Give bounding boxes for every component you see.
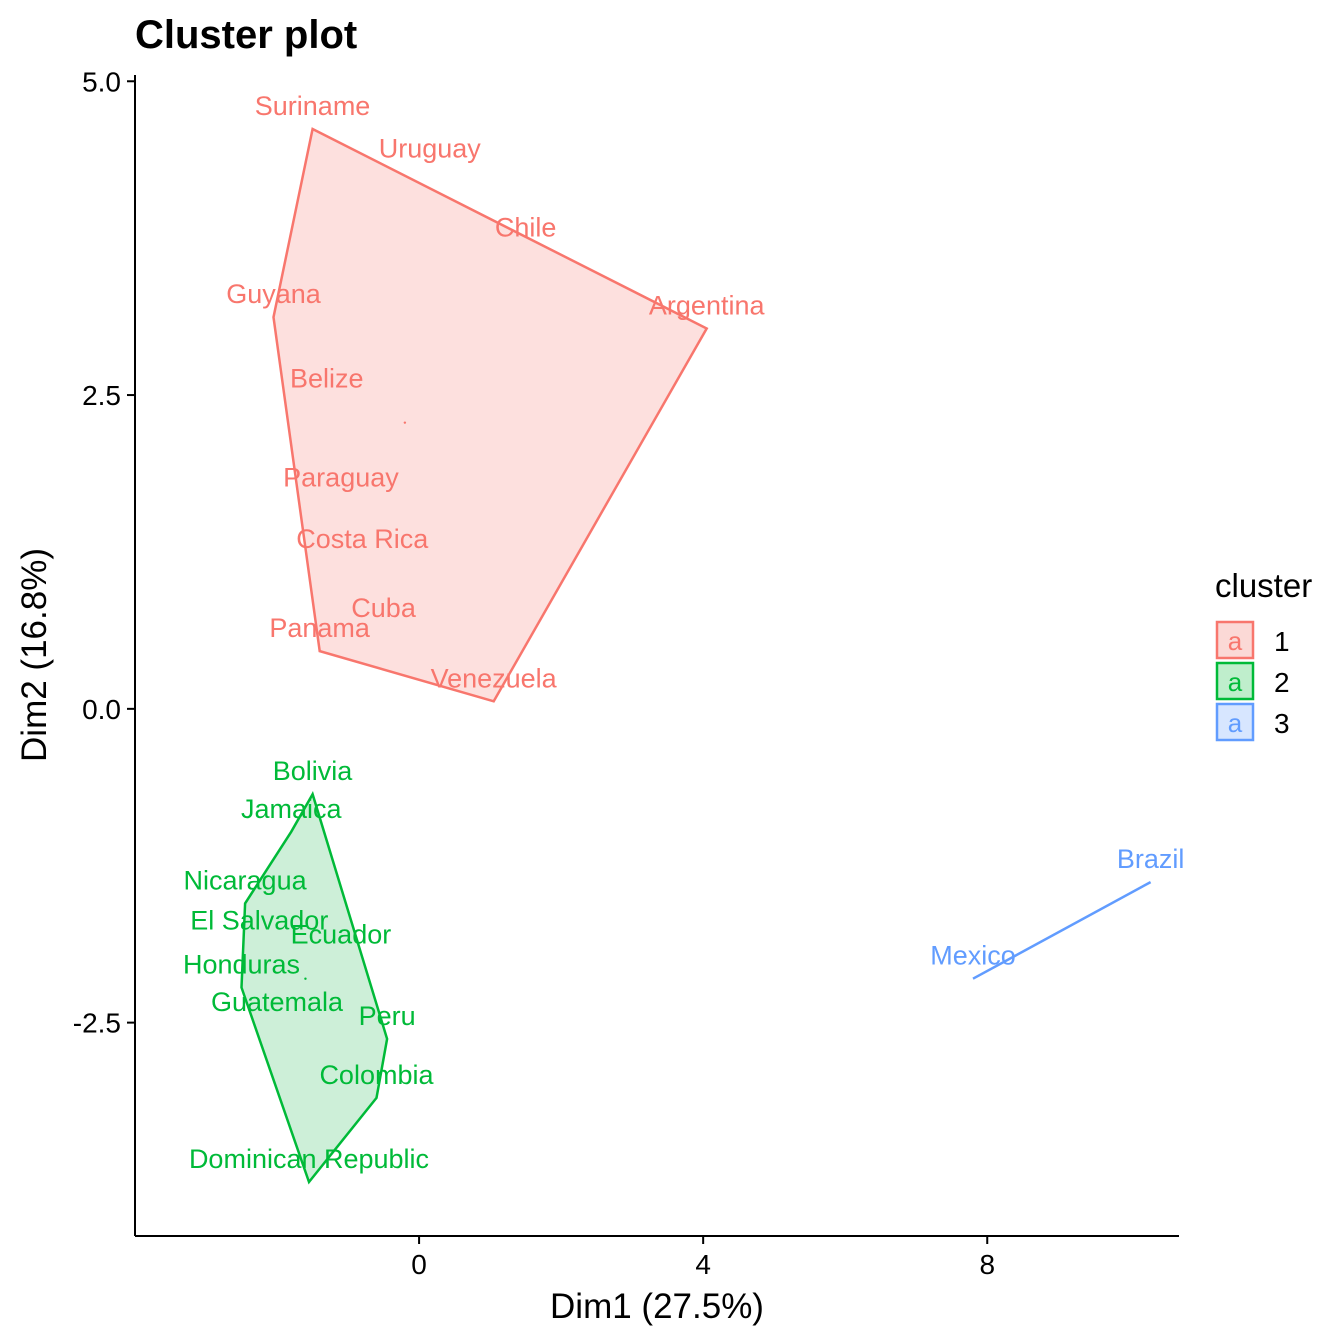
y-tick-label: 0.0 (82, 694, 121, 725)
legend-key-2 (1215, 661, 1255, 701)
legend-label-3: 3 (1274, 708, 1290, 739)
legend-key-glyph: a (1228, 667, 1243, 697)
point-label-bolivia: Bolivia (273, 756, 354, 786)
cluster-3-hull (972, 881, 1152, 980)
point-label-panama: Panama (269, 613, 371, 643)
legend-key-3 (1215, 702, 1255, 742)
point-label-peru: Peru (359, 1001, 416, 1031)
point-label-uruguay: Uruguay (379, 134, 482, 164)
y-axis-ticks: 5.0 2.5 0.0 -2.5 (73, 66, 135, 1039)
x-axis-ticks: 0 4 8 (411, 1236, 995, 1280)
cluster-2-center (304, 977, 307, 980)
cluster-hulls (240, 127, 1152, 1185)
legend: cluster a 1 a 2 a 3 (1215, 567, 1312, 742)
point-label-guatemala: Guatemala (211, 987, 344, 1017)
point-label-nicaragua: Nicaragua (184, 865, 308, 895)
legend-key-glyph: a (1228, 626, 1243, 656)
chart-title: Cluster plot (135, 13, 357, 57)
legend-items: a 1 a 2 a 3 (1215, 620, 1290, 742)
x-tick-label: 4 (695, 1249, 711, 1280)
point-label-chile: Chile (495, 213, 557, 243)
point-label-guyana: Guyana (226, 279, 322, 309)
point-label-dominican-republic: Dominican Republic (189, 1144, 429, 1174)
point-label-cuba: Cuba (351, 593, 417, 623)
y-tick-label: 5.0 (82, 66, 121, 97)
point-label-brazil: Brazil (1117, 844, 1185, 874)
legend-label-1: 1 (1274, 626, 1290, 657)
cluster-1-hull (272, 127, 709, 703)
point-label-paraguay: Paraguay (283, 462, 399, 492)
point-labels: Suriname Uruguay Chile Argentina Guyana Beliz… (183, 91, 1184, 1174)
point-label-venezuela: Venezuela (431, 663, 558, 693)
point-label-jamaica: Jamaica (241, 794, 343, 824)
point-label-ecuador: Ecuador (291, 919, 392, 949)
legend-label-2: 2 (1274, 667, 1290, 698)
point-label-argentina: Argentina (649, 291, 766, 321)
point-label-mexico: Mexico (930, 941, 1016, 971)
cluster-1-center (403, 421, 407, 424)
y-tick-label: -2.5 (73, 1008, 121, 1039)
point-label-costa-rica: Costa Rica (296, 524, 429, 554)
x-axis-title: Dim1 (27.5%) (550, 1287, 764, 1326)
point-label-belize: Belize (290, 363, 364, 393)
point-label-colombia: Colombia (319, 1060, 434, 1090)
y-axis-title: Dim2 (16.8%) (15, 548, 54, 762)
legend-title: cluster (1215, 567, 1312, 604)
cluster-2-hull (240, 791, 389, 1185)
legend-key-1 (1215, 620, 1255, 660)
point-label-suriname: Suriname (255, 91, 371, 121)
y-tick-label: 2.5 (82, 380, 121, 411)
x-tick-label: 8 (979, 1249, 995, 1280)
legend-key-glyph: a (1228, 708, 1243, 738)
point-label-honduras: Honduras (183, 949, 300, 979)
point-label-el-salvador: El Salvador (190, 906, 328, 936)
cluster-centers (304, 421, 407, 980)
x-tick-label: 0 (411, 1249, 427, 1280)
